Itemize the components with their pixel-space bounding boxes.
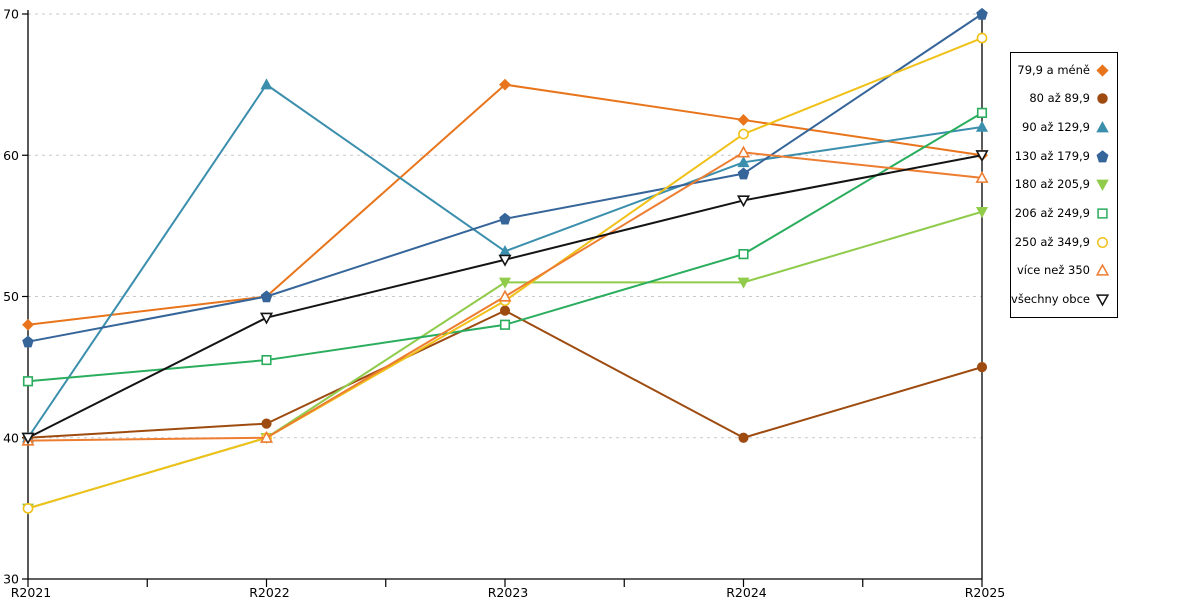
legend-marker-circle-icon	[1097, 93, 1108, 105]
legend-label: 80 až 89,9	[1029, 91, 1090, 106]
legend-item: 180 až 205,9	[1013, 177, 1110, 192]
series-marker-circle	[976, 362, 988, 373]
legend-label: všechny obce	[1011, 291, 1090, 306]
legend-item: 250 až 349,9	[1013, 235, 1110, 250]
series-marker-circle	[738, 128, 749, 140]
legend-marker-triangle-up-icon	[1096, 121, 1109, 133]
series-marker-circle	[1097, 93, 1108, 105]
series-marker-square	[261, 354, 272, 366]
x-tick-label: R2024	[726, 585, 767, 600]
legend-marker-diamond-icon	[1096, 64, 1109, 77]
series-marker-triangle-up	[498, 289, 512, 302]
series-marker-diamond	[499, 78, 511, 91]
series-marker-circle	[261, 418, 272, 429]
series-marker-diamond	[1096, 64, 1109, 77]
y-tick-label: 50	[3, 289, 19, 304]
y-tick-label: 30	[3, 572, 19, 587]
series-marker-triangle-down	[1096, 180, 1109, 192]
legend-label: 250 až 349,9	[1014, 234, 1090, 249]
series-marker-pentagon	[260, 290, 273, 303]
legend-marker-pentagon-icon	[1096, 149, 1109, 163]
legend-label: více než 350	[1016, 263, 1090, 278]
series-marker-triangle-up	[1096, 121, 1109, 133]
series-marker-triangle-down	[259, 312, 274, 325]
legend-item: všechny obce	[1011, 291, 1110, 307]
legend: 79,9 a méně 80 až 89,9 90 až 129,9 130 až 1…	[1010, 52, 1118, 318]
legend-marker-circle-icon	[1096, 236, 1109, 248]
series-marker-square	[499, 319, 511, 330]
series-marker-triangle-up	[260, 78, 273, 90]
legend-label: 206 až 249,9	[1014, 205, 1090, 220]
series-marker-pentagon	[499, 212, 511, 225]
series-marker-square	[22, 376, 34, 387]
y-tick-label: 70	[3, 7, 19, 22]
series-marker-circle	[499, 305, 511, 316]
legend-marker-triangle-down-icon	[1096, 180, 1109, 192]
series-marker-triangle-down	[21, 432, 35, 445]
series-marker-circle	[976, 32, 988, 44]
y-tick-label: 60	[3, 148, 19, 163]
legend-marker-triangle-up-icon	[1095, 263, 1110, 277]
series-marker-triangle-up	[1095, 263, 1110, 277]
series-marker-triangle-down	[737, 277, 750, 289]
series-marker-triangle-up	[737, 156, 750, 168]
series-marker-triangle-down	[736, 195, 751, 208]
series-marker-triangle-down	[498, 254, 512, 267]
series-marker-triangle-up	[975, 170, 989, 183]
series-marker-triangle-up	[975, 120, 989, 132]
series-marker-circle	[738, 432, 749, 443]
legend-label: 180 až 205,9	[1014, 177, 1090, 192]
legend-item: 90 až 129,9	[1013, 120, 1110, 135]
legend-item: 130 až 179,9	[1013, 149, 1110, 164]
y-tick-label: 40	[3, 430, 19, 445]
legend-label: 90 až 129,9	[1022, 119, 1090, 134]
legend-item: více než 350	[1013, 263, 1110, 278]
x-tick-label: R2021	[11, 585, 52, 600]
series-marker-pentagon	[976, 7, 988, 20]
series-marker-diamond	[22, 318, 34, 331]
legend-label: 79,9 a méně	[1017, 62, 1090, 77]
x-tick-label: R2023	[488, 585, 529, 600]
series-marker-triangle-down	[975, 150, 989, 163]
series-marker-square	[1097, 208, 1108, 219]
legend-marker-triangle-down-icon	[1095, 294, 1110, 307]
series-marker-triangle-down	[1095, 294, 1110, 307]
legend-marker-square-icon	[1097, 208, 1108, 219]
series-marker-circle	[1096, 236, 1109, 248]
series-marker-triangle-up	[259, 430, 274, 443]
legend-label: 130 až 179,9	[1014, 148, 1090, 163]
series-marker-pentagon	[737, 167, 750, 180]
series-marker-square	[976, 107, 988, 118]
series-marker-pentagon	[22, 335, 34, 348]
series-marker-pentagon	[1096, 149, 1109, 163]
series-line	[27, 83, 983, 326]
legend-item: 79,9 a méně	[1013, 63, 1110, 78]
series-marker-triangle-down	[975, 206, 989, 218]
legend-item: 206 až 249,9	[1013, 206, 1110, 221]
x-tick-label: R2022	[249, 585, 290, 600]
legend-item: 80 až 89,9	[1013, 91, 1110, 106]
series-marker-triangle-down	[498, 277, 512, 289]
series-marker-square	[738, 249, 749, 260]
x-tick-label: R2025	[965, 585, 1006, 600]
series-marker-diamond	[737, 114, 750, 126]
series-marker-triangle-up	[736, 145, 751, 158]
series-marker-circle	[22, 502, 34, 514]
